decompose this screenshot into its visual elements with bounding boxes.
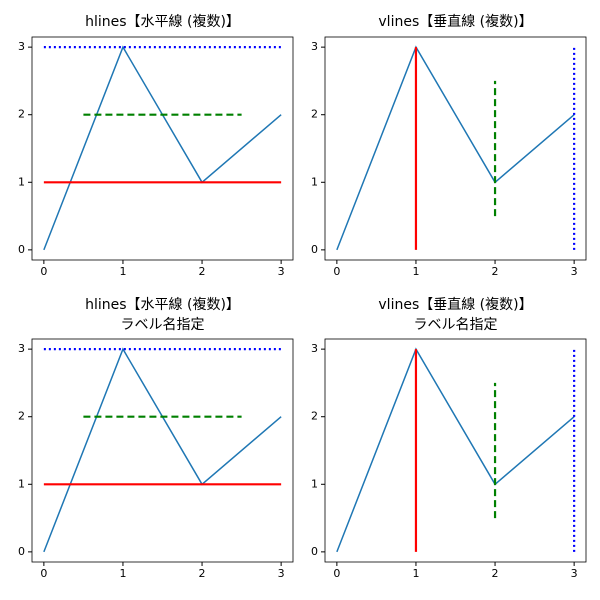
y-tick-label: 3	[18, 342, 25, 355]
y-tick-label: 1	[18, 477, 25, 490]
y-tick-label: 0	[311, 545, 318, 558]
y-tick-label: 3	[18, 40, 25, 53]
x-tick-label: 0	[333, 265, 340, 278]
subplot: hlines【水平線 (複数)】 0 1 2 3 0 1 2 3	[18, 13, 294, 278]
y-tick-label: 0	[311, 243, 318, 256]
x-tick-label: 2	[199, 567, 206, 580]
line	[43, 45, 282, 251]
axes-frame	[31, 36, 294, 261]
x-tick-label: 0	[40, 567, 47, 580]
x-tick-label: 3	[571, 567, 578, 580]
x-tick-label: 0	[40, 265, 47, 278]
x-tick-label: 0	[333, 567, 340, 580]
x-tick-label: 1	[119, 265, 126, 278]
axes-frame	[324, 338, 587, 563]
axes-frame	[324, 36, 587, 261]
y-tick-label: 3	[311, 342, 318, 355]
y-tick-label: 0	[18, 545, 25, 558]
y-tick-label: 1	[311, 175, 318, 188]
x-tick-label: 2	[492, 567, 499, 580]
y-tick-label: 3	[311, 40, 318, 53]
y-tick-label: 2	[18, 410, 25, 423]
line	[336, 45, 575, 251]
subplot-title: vlines【垂直線 (複数)】	[378, 296, 532, 313]
line	[336, 347, 575, 553]
x-tick-label: 2	[492, 265, 499, 278]
y-tick-label: 0	[18, 243, 25, 256]
y-tick-label: 2	[311, 108, 318, 121]
x-tick-label: 1	[412, 567, 419, 580]
subplot-title: ラベル名指定	[121, 317, 205, 333]
x-tick-label: 3	[278, 567, 285, 580]
x-tick-label: 2	[199, 265, 206, 278]
y-tick-label: 2	[18, 108, 25, 121]
x-tick-label: 1	[412, 265, 419, 278]
x-tick-label: 1	[119, 567, 126, 580]
y-tick-label: 1	[311, 477, 318, 490]
subplot-title: hlines【水平線 (複数)】	[85, 13, 240, 30]
x-tick-label: 3	[278, 265, 285, 278]
subplot-title: vlines【垂直線 (複数)】	[378, 13, 532, 30]
subplot: vlines【垂直線 (複数)】 0 1 2 3 0 1 2 3	[311, 13, 587, 278]
y-tick-label: 2	[311, 410, 318, 423]
axes-frame	[31, 338, 294, 563]
x-tick-label: 3	[571, 265, 578, 278]
subplot: vlines【垂直線 (複数)】ラベル名指定 0 1 2 3 0 1 2 3	[311, 296, 587, 580]
subplot: hlines【水平線 (複数)】ラベル名指定 0 1 2 3 0 1 2 3	[18, 296, 294, 580]
subplot-title: ラベル名指定	[414, 317, 498, 333]
y-tick-label: 1	[18, 175, 25, 188]
subplot-title: hlines【水平線 (複数)】	[85, 296, 240, 313]
line	[43, 347, 282, 553]
